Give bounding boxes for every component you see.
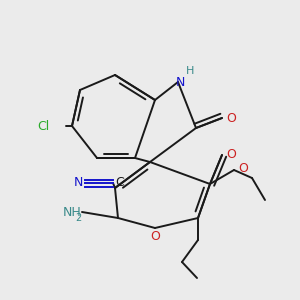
- Text: NH: NH: [63, 206, 82, 218]
- Text: 2: 2: [76, 213, 82, 223]
- Text: Cl: Cl: [38, 119, 50, 133]
- Text: N: N: [175, 76, 185, 88]
- Text: H: H: [186, 66, 194, 76]
- Text: O: O: [150, 230, 160, 243]
- Text: O: O: [226, 112, 236, 124]
- Text: O: O: [238, 161, 248, 175]
- Text: O: O: [226, 148, 236, 161]
- Text: C: C: [115, 176, 124, 190]
- Text: N: N: [74, 176, 83, 190]
